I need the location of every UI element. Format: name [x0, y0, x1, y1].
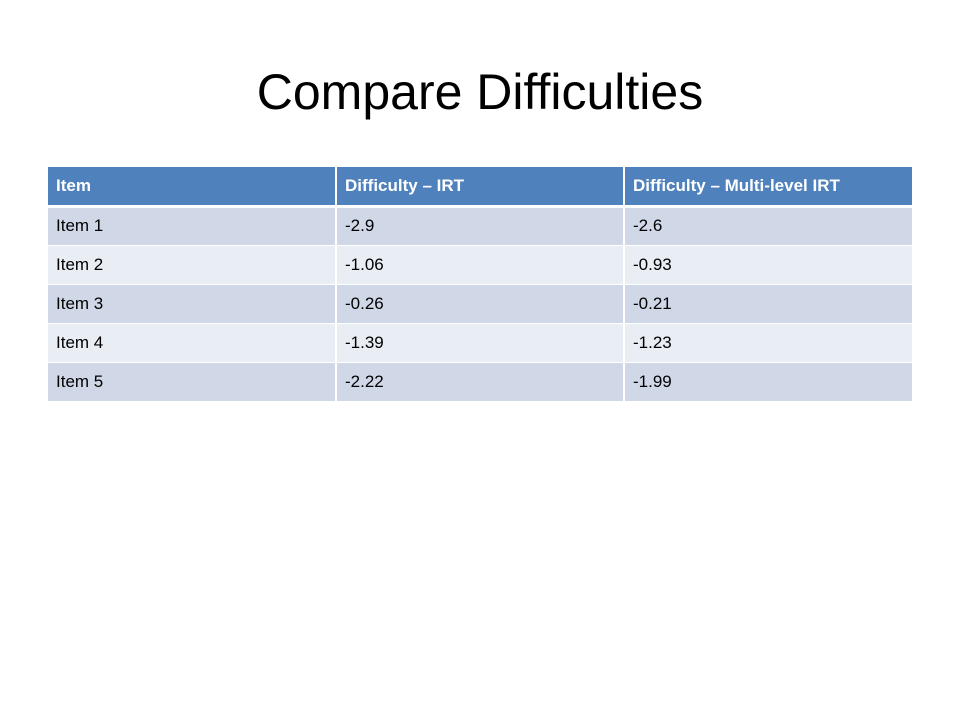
header-item: Item: [48, 167, 337, 208]
slide-title: Compare Difficulties: [256, 64, 704, 120]
table-header-row: Item Difficulty – IRT Difficulty – Multi…: [48, 167, 912, 208]
cell-difficulty-irt: -1.06: [336, 245, 625, 285]
cell-difficulty-multilevel-irt: -1.23: [624, 323, 912, 363]
cell-difficulty-multilevel-irt: -0.21: [624, 284, 912, 324]
table-row: Item 4 -1.39 -1.23: [48, 323, 912, 363]
cell-difficulty-irt: -2.22: [336, 362, 625, 402]
table-row: Item 1 -2.9 -2.6: [48, 206, 912, 246]
cell-item: Item 3: [48, 284, 337, 324]
cell-item: Item 1: [48, 206, 337, 246]
cell-difficulty-irt: -2.9: [336, 206, 625, 246]
cell-item: Item 2: [48, 245, 337, 285]
table-row: Item 2 -1.06 -0.93: [48, 245, 912, 285]
cell-difficulty-multilevel-irt: -1.99: [624, 362, 912, 402]
header-difficulty-multilevel-irt: Difficulty – Multi-level IRT: [624, 167, 912, 208]
cell-difficulty-multilevel-irt: -2.6: [624, 206, 912, 246]
cell-difficulty-irt: -0.26: [336, 284, 625, 324]
cell-item: Item 4: [48, 323, 337, 363]
table-row: Item 3 -0.26 -0.21: [48, 284, 912, 324]
header-difficulty-irt: Difficulty – IRT: [336, 167, 625, 208]
table-row: Item 5 -2.22 -1.99: [48, 362, 912, 402]
difficulty-table: Item Difficulty – IRT Difficulty – Multi…: [48, 167, 912, 402]
cell-item: Item 5: [48, 362, 337, 402]
cell-difficulty-multilevel-irt: -0.93: [624, 245, 912, 285]
cell-difficulty-irt: -1.39: [336, 323, 625, 363]
